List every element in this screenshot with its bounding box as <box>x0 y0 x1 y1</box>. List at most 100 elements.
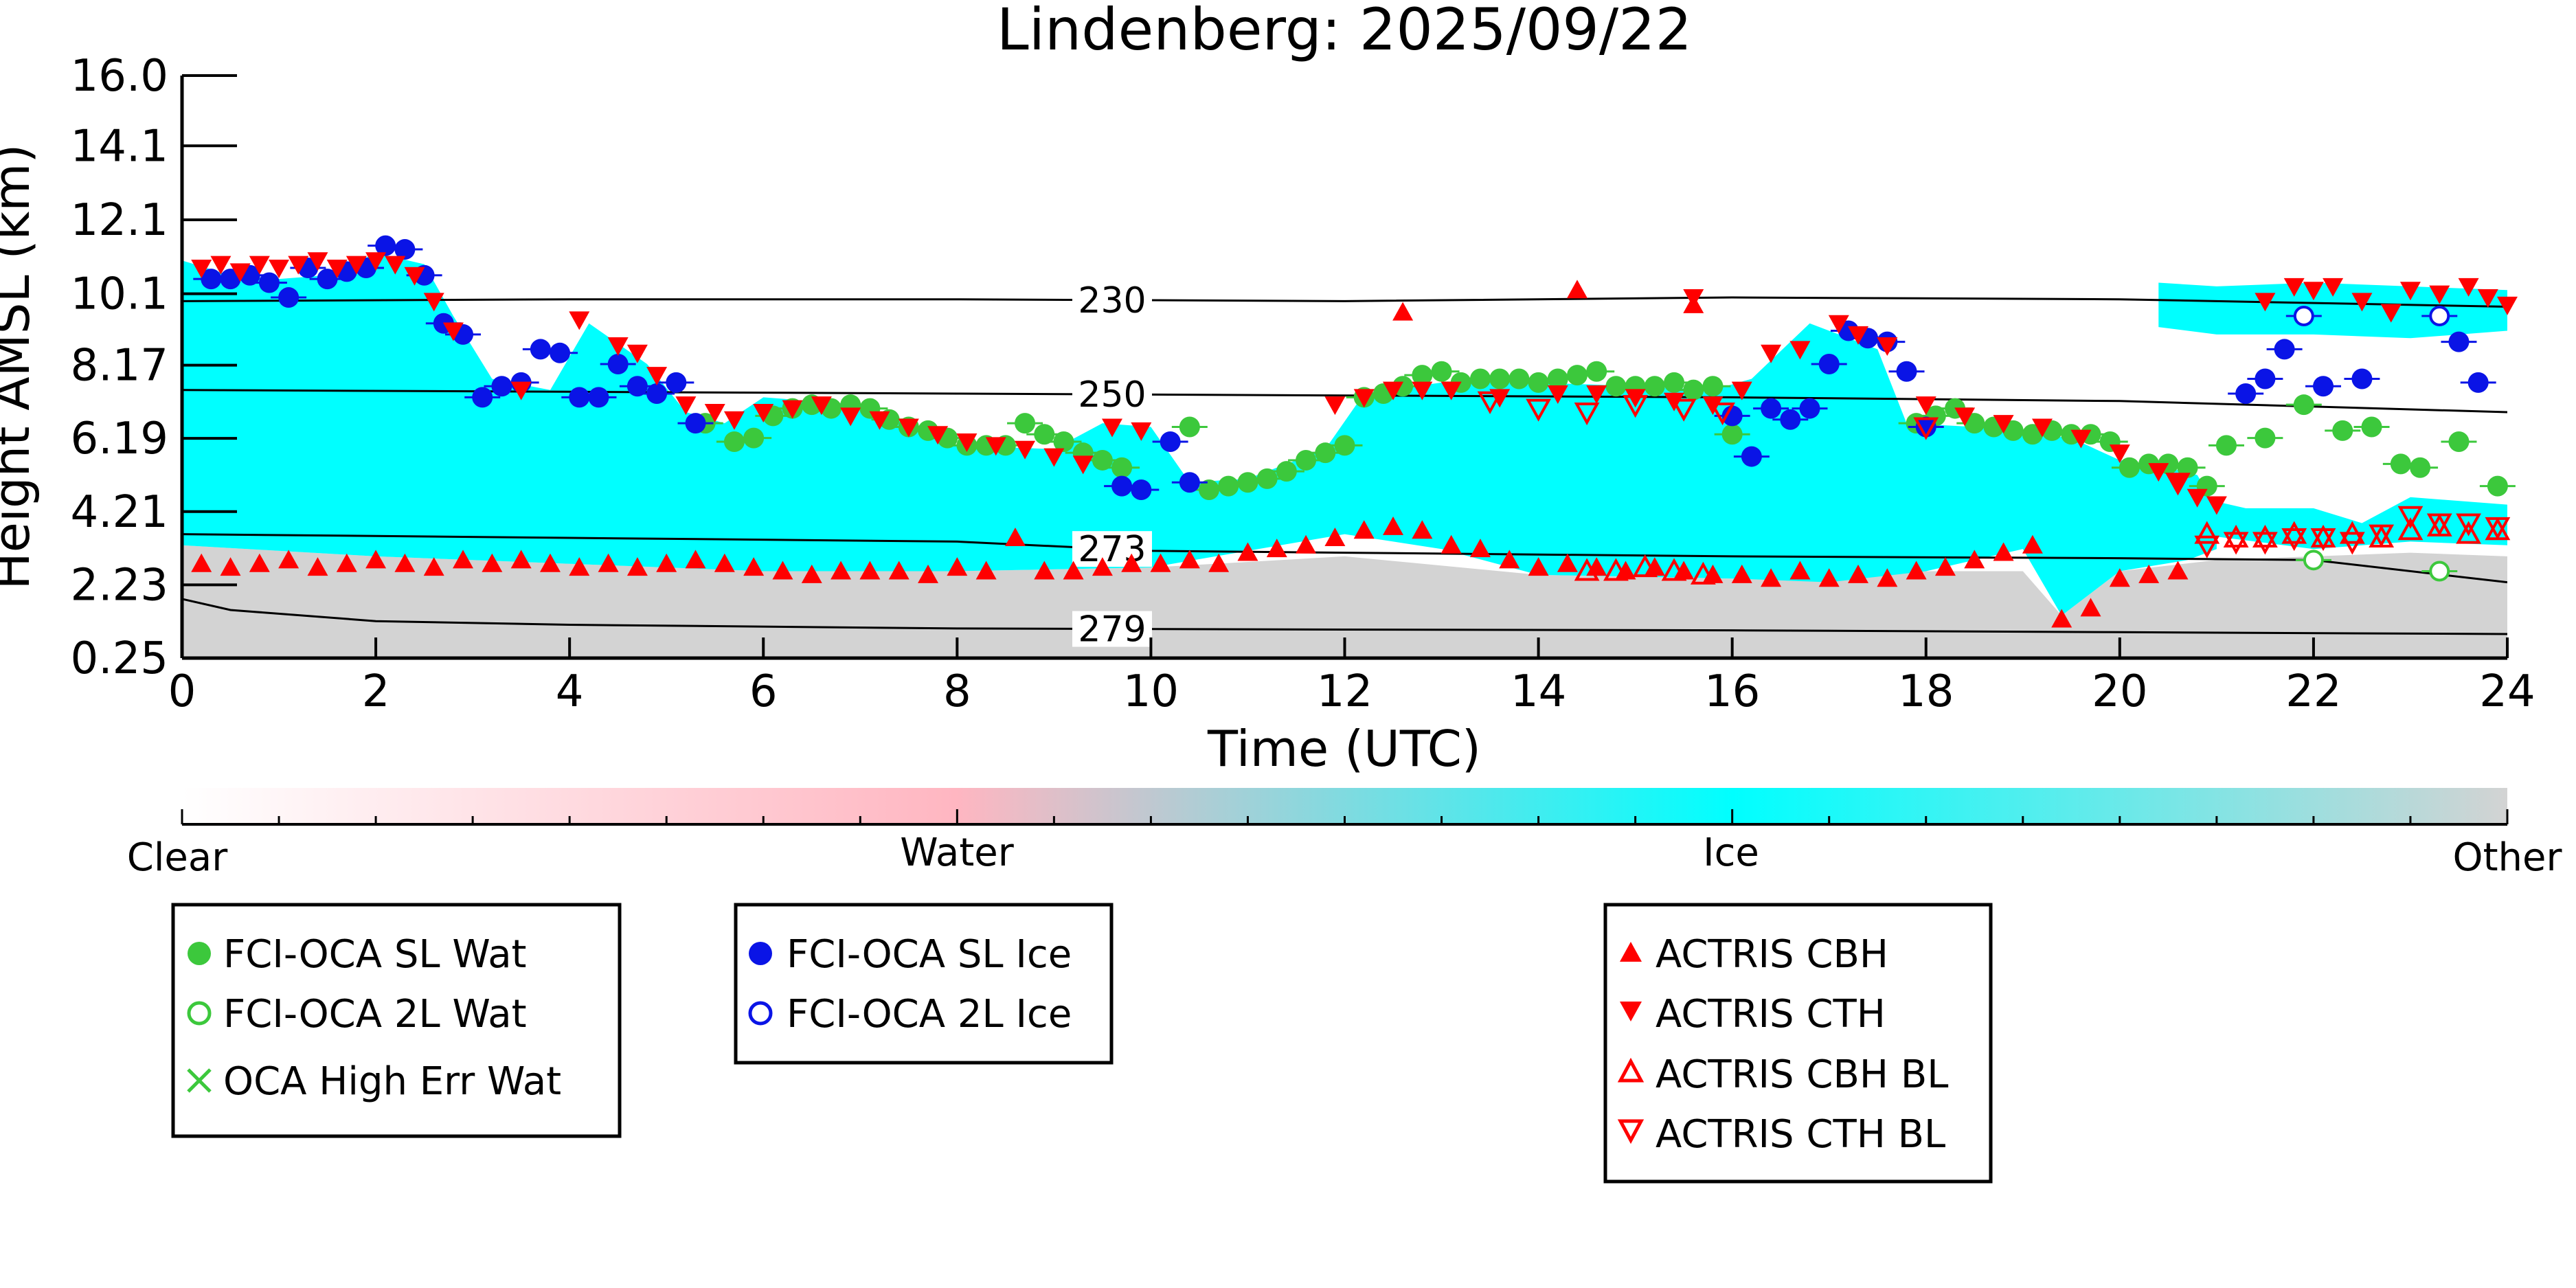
legend-marker-2l-wat <box>187 1001 212 1026</box>
point-0-20 <box>1092 449 1113 471</box>
point-6-20 <box>704 403 725 422</box>
point-6-3 <box>249 256 270 275</box>
legend-label-cth-bl: ACTRIS CTH BL <box>1656 1112 1945 1157</box>
point-6-63 <box>2206 496 2227 515</box>
colorbar-label-clear: Clear <box>127 835 228 880</box>
point-6-29 <box>956 433 978 453</box>
point-6-35 <box>1131 422 1152 441</box>
point-5-62 <box>1993 542 2014 561</box>
isotherm-label-230: 230 <box>1078 280 1146 321</box>
point-8-6 <box>1913 417 1939 440</box>
point-5-56 <box>1818 568 1840 587</box>
point-3-20 <box>588 387 609 408</box>
point-8-13 <box>2339 532 2365 555</box>
point-6-23 <box>782 400 803 419</box>
point-3-42 <box>2255 368 2276 389</box>
point-5-50 <box>1644 557 1665 576</box>
legend-actris-box <box>1603 903 1993 1184</box>
point-5-47 <box>1557 553 1578 572</box>
point-6-13 <box>442 322 464 341</box>
legend-label-cth: ACTRIS CTH <box>1656 992 1886 1037</box>
point-3-3 <box>258 272 280 293</box>
point-6-24 <box>811 396 832 416</box>
point-5-36 <box>1237 542 1258 561</box>
point-3-15 <box>491 376 512 397</box>
point-6-55 <box>1954 407 1976 427</box>
legend-label-cbh: ACTRIS CBH <box>1656 932 1888 977</box>
series-5 <box>191 280 2189 628</box>
point-6-17 <box>626 344 648 363</box>
point-6-51 <box>1828 315 1849 334</box>
point-0-26 <box>1256 468 1278 489</box>
point-6-42 <box>1547 385 1568 405</box>
point-0-50 <box>1721 424 1743 445</box>
point-3-18 <box>550 342 571 363</box>
series-8 <box>1477 391 2511 558</box>
point-6-72 <box>2458 278 2479 297</box>
point-5-8 <box>423 557 444 576</box>
point-5-3 <box>278 550 300 569</box>
point-0-1 <box>723 431 745 453</box>
x-tick-label-5: 10 <box>1123 666 1179 717</box>
point-3-40 <box>1915 416 1936 438</box>
legend-marker-sl-ice <box>749 942 772 965</box>
point-6-59 <box>2109 444 2130 464</box>
point-6-1 <box>210 256 231 275</box>
point-5-39 <box>1324 528 1346 547</box>
legend-label-2l-ice: FCI-OCA 2L Ice <box>787 992 1072 1037</box>
isotherm-label-bg-279 <box>1072 611 1152 647</box>
point-6-33 <box>1072 455 1094 475</box>
point-7-5 <box>2194 521 2220 544</box>
point-6-64 <box>2255 293 2276 312</box>
point-5-28 <box>1004 528 1026 547</box>
point-8-9 <box>2223 532 2249 555</box>
point-8-16 <box>2426 513 2452 536</box>
point-6-40 <box>1440 381 1462 400</box>
point-3-39 <box>1896 361 1917 382</box>
point-5-31 <box>1092 557 1113 576</box>
point-5-17 <box>685 550 706 569</box>
y-tick-label-6: 12.1 <box>71 195 169 246</box>
point-5-41 <box>1383 516 1404 535</box>
point-0-23 <box>1199 479 1220 501</box>
y-tick-label-2: 4.21 <box>71 487 169 538</box>
point-5-44 <box>1469 539 1491 558</box>
point-6-65 <box>2283 278 2305 297</box>
point-3-44 <box>2313 376 2334 397</box>
point-5-20 <box>772 561 793 580</box>
point-8-14 <box>2369 524 2395 547</box>
point-6-49 <box>1761 344 1782 363</box>
point-6-43 <box>1586 385 1607 405</box>
point-0-40 <box>1528 372 1549 393</box>
point-5-40 <box>1353 520 1375 539</box>
point-4-1 <box>2429 305 2450 326</box>
point-5-55 <box>1789 561 1811 580</box>
x-tick-label-12: 24 <box>2479 666 2535 717</box>
legend-label-sl-ice: FCI-OCA SL Ice <box>787 932 1072 977</box>
colorbar-label-other: Other <box>2452 835 2562 880</box>
x-tick-label-9: 18 <box>1898 666 1954 717</box>
point-5-57 <box>1848 564 1869 583</box>
point-5-18 <box>714 553 735 572</box>
point-0-47 <box>1664 372 1685 393</box>
legend-marker-sl-wat <box>188 942 211 965</box>
point-5-58 <box>1877 568 1898 587</box>
point-6-25 <box>840 407 861 427</box>
point-5-23 <box>859 561 881 580</box>
legend-marker-cth <box>1620 1002 1642 1021</box>
point-0-67 <box>2215 435 2237 456</box>
point-6-15 <box>569 311 590 330</box>
x-tick-label-8: 16 <box>1704 666 1760 717</box>
point-0-35 <box>1431 361 1452 382</box>
point-6-2 <box>229 263 251 282</box>
point-0-21 <box>1111 457 1133 478</box>
point-5-27 <box>975 561 997 580</box>
point-5-37 <box>1266 539 1287 558</box>
point-3-41 <box>2235 383 2257 405</box>
isotherm-line-273 <box>182 533 2507 584</box>
point-3-24 <box>666 372 687 393</box>
x-tick-label-0: 0 <box>168 666 196 717</box>
legend-ice-box <box>734 903 1114 1065</box>
point-5-11 <box>510 550 532 569</box>
